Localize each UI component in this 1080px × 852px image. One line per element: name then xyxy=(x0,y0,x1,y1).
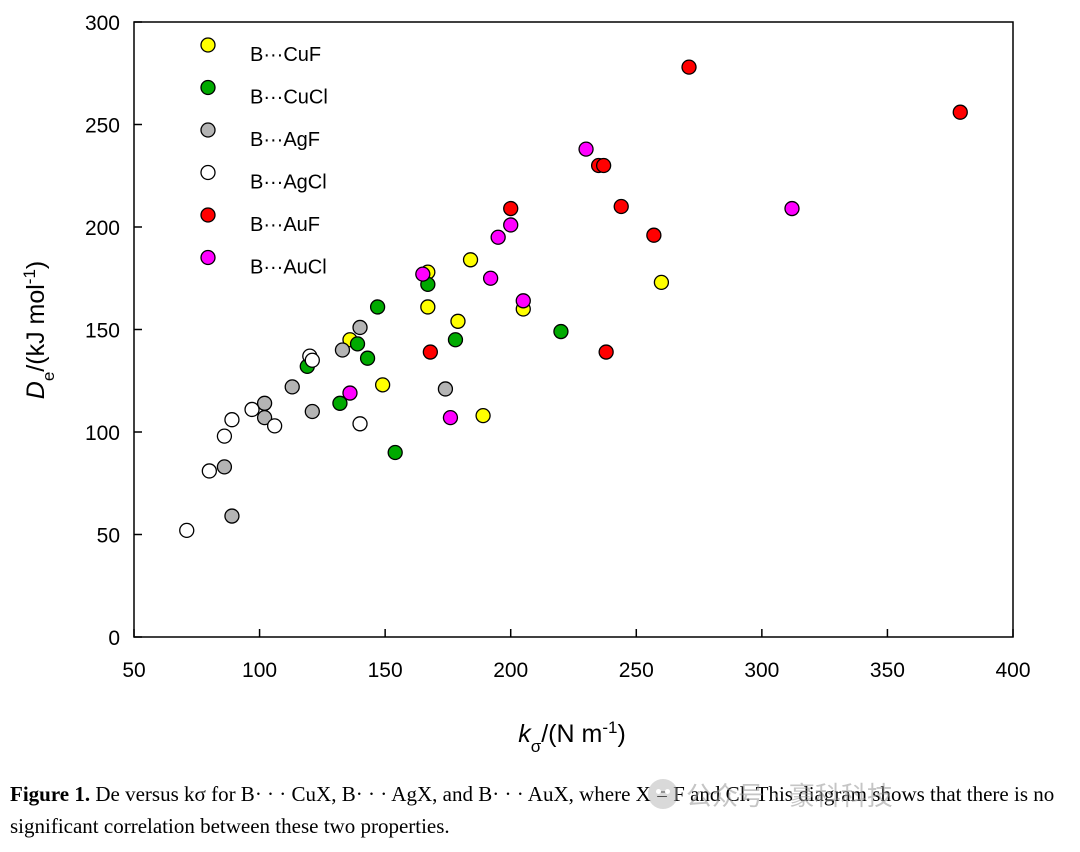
y-tick-label: 250 xyxy=(85,115,120,138)
legend-label: B···CuCl xyxy=(250,87,328,109)
legend-label: B···AgCl xyxy=(250,172,327,194)
x-tick-label: 50 xyxy=(122,659,145,682)
x-tick-label: 200 xyxy=(493,659,528,682)
data-point xyxy=(334,342,351,358)
legend-item: B···AuF xyxy=(200,207,320,236)
data-point xyxy=(284,379,300,395)
data-point xyxy=(598,344,614,360)
legend-marker xyxy=(200,79,216,96)
legend-label: B···AuCl xyxy=(250,257,327,279)
data-point xyxy=(332,395,348,411)
data-point xyxy=(256,395,273,411)
x-tick-label: 250 xyxy=(619,659,654,682)
data-point xyxy=(422,344,438,360)
data-point xyxy=(224,412,240,428)
y-tick-label: 300 xyxy=(85,12,120,35)
data-point xyxy=(553,323,569,340)
data-point xyxy=(216,459,233,475)
data-point xyxy=(244,401,260,418)
figure-label: Figure 1. xyxy=(10,782,91,806)
data-point xyxy=(374,377,391,393)
series-4 xyxy=(422,59,968,360)
legend-label: B···CuF xyxy=(250,44,321,66)
x-tick-label: 150 xyxy=(368,659,403,682)
data-point xyxy=(447,332,464,348)
y-tick-label: 150 xyxy=(85,320,120,343)
figure-caption: Figure 1. De versus kσ for B· · · CuX, B… xyxy=(10,778,1074,842)
data-point xyxy=(352,319,368,336)
legend: B···CuF B···CuCl B···AgF B···AgCl B···AuF B··… xyxy=(200,37,328,279)
legend-label: B···AuF xyxy=(250,214,320,236)
data-point xyxy=(304,403,320,420)
x-axis-label: kσ/(N m-1) xyxy=(518,718,626,756)
legend-item: B···AgCl xyxy=(200,164,327,194)
data-points xyxy=(179,59,968,539)
series-3 xyxy=(179,348,368,539)
data-point xyxy=(578,141,594,157)
legend-marker xyxy=(200,207,216,223)
legend-marker xyxy=(200,249,216,266)
x-tick-label: 400 xyxy=(995,659,1030,682)
caption-text: De versus kσ for B· · · CuX, B· · · AgX,… xyxy=(10,782,1055,838)
plot-frame xyxy=(133,21,1014,638)
data-point xyxy=(952,104,968,120)
data-point xyxy=(342,385,358,401)
data-point xyxy=(442,409,459,426)
legend-item: B···AuCl xyxy=(200,249,327,279)
axes: 50 100 150 200 250 300 350 40005010015020025030… xyxy=(85,12,1031,682)
data-point xyxy=(415,266,431,282)
legend-item: B···CuCl xyxy=(200,79,328,109)
data-point xyxy=(359,350,376,366)
x-tick-label: 350 xyxy=(870,659,905,682)
x-tick-label: 100 xyxy=(242,659,277,682)
series-0 xyxy=(342,252,670,424)
data-point xyxy=(613,198,629,215)
legend-item: B···CuF xyxy=(200,37,321,66)
data-point xyxy=(420,299,436,315)
data-point xyxy=(387,444,403,461)
legend-marker xyxy=(200,37,216,53)
data-point xyxy=(450,313,466,329)
data-point xyxy=(266,418,283,434)
data-point xyxy=(349,336,366,352)
data-point xyxy=(490,229,506,245)
data-point xyxy=(646,227,662,243)
legend-marker xyxy=(200,164,216,181)
y-tick-label: 200 xyxy=(85,217,120,240)
y-tick-label: 0 xyxy=(108,627,120,650)
data-point xyxy=(784,200,800,217)
legend-item: B···AgF xyxy=(200,122,320,151)
legend-label: B···AgF xyxy=(250,129,320,151)
data-point xyxy=(352,416,368,432)
data-point xyxy=(224,508,240,524)
data-point xyxy=(595,157,612,174)
series-5 xyxy=(342,141,800,426)
legend-marker xyxy=(200,122,216,138)
data-point xyxy=(681,59,697,75)
data-point xyxy=(482,270,499,286)
data-point xyxy=(369,299,386,315)
y-tick-label: 50 xyxy=(97,525,120,548)
data-point xyxy=(653,274,670,291)
data-point xyxy=(304,352,320,368)
data-point xyxy=(201,463,217,479)
x-tick-label: 300 xyxy=(744,659,779,682)
data-point xyxy=(179,522,195,539)
data-point xyxy=(503,200,519,217)
data-point xyxy=(503,217,519,233)
y-axis-label: De/(kJ mol-1) xyxy=(20,261,58,399)
data-point xyxy=(437,381,454,397)
data-point xyxy=(462,252,479,268)
data-point xyxy=(216,428,233,444)
data-point xyxy=(475,407,491,424)
data-point xyxy=(515,293,531,309)
scatter-chart: 50 100 150 200 250 300 350 40005010015020025030… xyxy=(20,12,1031,756)
series-2 xyxy=(216,319,454,524)
y-tick-label: 100 xyxy=(85,422,120,445)
